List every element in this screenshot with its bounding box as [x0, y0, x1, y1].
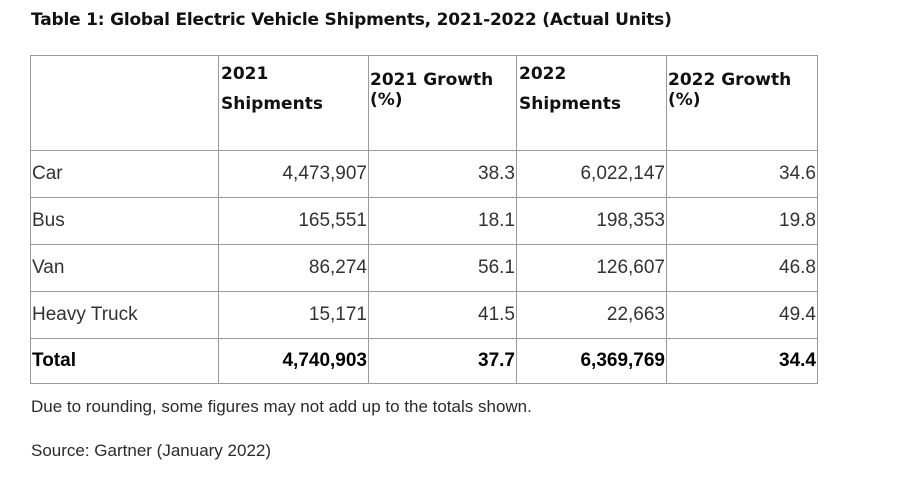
header-2022-growth: 2022 Growth (%) — [666, 55, 818, 151]
total-2022-growth: 34.4 — [666, 338, 818, 384]
cell-2022-growth: 46.8 — [666, 244, 818, 292]
cell-2022-growth: 34.6 — [666, 150, 818, 198]
total-row: Total 4,740,903 37.7 6,369,769 34.4 — [30, 338, 818, 384]
header-line: (%) — [370, 90, 403, 110]
header-line: 2021 Growth — [370, 70, 494, 90]
total-2021-shipments: 4,740,903 — [218, 338, 369, 384]
cell-2021-shipments: 165,551 — [218, 197, 369, 245]
cell-2021-shipments: 4,473,907 — [218, 150, 369, 198]
table-row: Heavy Truck 15,171 41.5 22,663 49.4 — [30, 291, 818, 339]
header-line: 2022 — [519, 64, 567, 84]
header-line: Shipments — [519, 94, 621, 114]
header-line: 2022 Growth — [668, 70, 792, 90]
header-empty-cell — [30, 55, 219, 151]
header-line: Shipments — [221, 94, 323, 114]
cell-2021-shipments: 86,274 — [218, 244, 369, 292]
total-2022-shipments: 6,369,769 — [516, 338, 667, 384]
total-label: Total — [30, 338, 219, 384]
header-line: (%) — [668, 90, 701, 110]
shipments-table: 2021 Shipments 2021 Growth (%) 2022 Ship… — [30, 55, 818, 384]
row-label: Bus — [30, 197, 219, 245]
cell-2022-growth: 19.8 — [666, 197, 818, 245]
header-2021-shipments: 2021 Shipments — [218, 55, 369, 151]
table-row: Car 4,473,907 38.3 6,022,147 34.6 — [30, 150, 818, 198]
cell-2022-shipments: 6,022,147 — [516, 150, 667, 198]
row-label: Car — [30, 150, 219, 198]
row-label: Van — [30, 244, 219, 292]
cell-2022-shipments: 22,663 — [516, 291, 667, 339]
rounding-note: Due to rounding, some figures may not ad… — [31, 397, 532, 416]
cell-2022-growth: 49.4 — [666, 291, 818, 339]
header-2021-growth: 2021 Growth (%) — [368, 55, 517, 151]
table-row: Van 86,274 56.1 126,607 46.8 — [30, 244, 818, 292]
cell-2021-growth: 41.5 — [368, 291, 517, 339]
table-title: Table 1: Global Electric Vehicle Shipmen… — [31, 10, 672, 30]
table-row: Bus 165,551 18.1 198,353 19.8 — [30, 197, 818, 245]
source-note: Source: Gartner (January 2022) — [31, 441, 272, 460]
cell-2022-shipments: 198,353 — [516, 197, 667, 245]
cell-2021-shipments: 15,171 — [218, 291, 369, 339]
header-row: 2021 Shipments 2021 Growth (%) 2022 Ship… — [30, 55, 818, 151]
cell-2022-shipments: 126,607 — [516, 244, 667, 292]
header-2022-shipments: 2022 Shipments — [516, 55, 667, 151]
row-label: Heavy Truck — [30, 291, 219, 339]
header-line: 2021 — [221, 64, 269, 84]
total-2021-growth: 37.7 — [368, 338, 517, 384]
cell-2021-growth: 18.1 — [368, 197, 517, 245]
cell-2021-growth: 38.3 — [368, 150, 517, 198]
cell-2021-growth: 56.1 — [368, 244, 517, 292]
